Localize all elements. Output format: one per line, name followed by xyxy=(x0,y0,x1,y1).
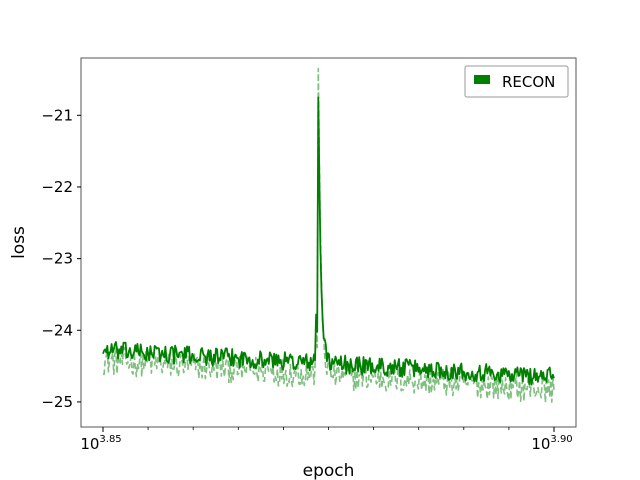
x-axis-label: epoch xyxy=(303,461,355,480)
x-axis: 103.85 103.90 xyxy=(80,427,573,453)
y-tick-label: −25 xyxy=(41,393,73,411)
legend-box xyxy=(464,65,569,98)
y-tick-label: −22 xyxy=(41,178,73,196)
series-line-recon xyxy=(102,96,555,386)
legend-label-recon: RECON xyxy=(502,73,555,91)
y-axis: −21 −22 −23 −24 −25 xyxy=(41,106,81,411)
y-tick-label: −21 xyxy=(41,106,73,124)
y-axis-label: loss xyxy=(9,226,29,259)
x-tick-label: 103.85 xyxy=(80,434,121,453)
series-line-dashed xyxy=(102,67,555,404)
x-tick-label: 103.90 xyxy=(531,434,572,453)
legend: RECON xyxy=(464,65,569,98)
series-layer xyxy=(102,67,555,404)
y-tick-label: −23 xyxy=(41,250,73,268)
legend-swatch-recon xyxy=(474,75,490,84)
y-tick-label: −24 xyxy=(41,321,73,339)
